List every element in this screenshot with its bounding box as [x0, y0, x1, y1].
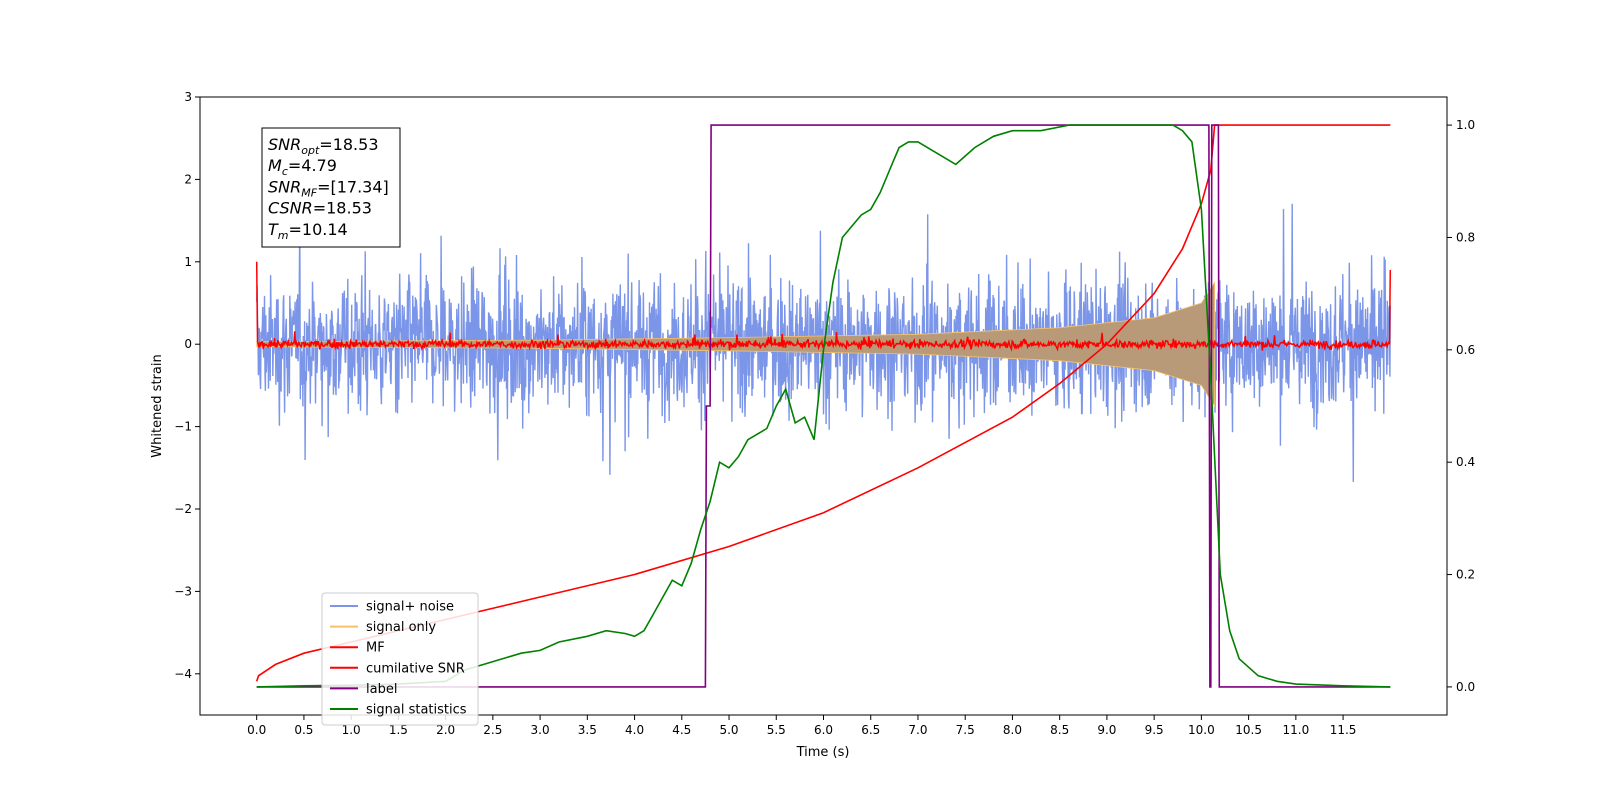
- y-tick-label: 2: [184, 172, 192, 186]
- series-label: [256, 124, 1391, 688]
- y-right-tick-label: 1.0: [1456, 118, 1475, 132]
- x-tick-label: 10.0: [1188, 723, 1215, 737]
- x-tick-label: 9.0: [1097, 723, 1116, 737]
- x-tick-label: 4.0: [625, 723, 644, 737]
- x-tick-label: 2.5: [483, 723, 502, 737]
- y-tick-label: −4: [174, 667, 192, 681]
- x-tick-label: 0.0: [247, 723, 266, 737]
- legend-frame: [321, 592, 479, 726]
- x-tick-label: 6.0: [814, 723, 833, 737]
- series-signal-statistics: [256, 124, 1391, 688]
- x-tick-label: 1.0: [342, 723, 361, 737]
- x-tick-label: 11.0: [1282, 723, 1309, 737]
- x-tick-label: 7.0: [908, 723, 927, 737]
- stats-line: SNRMF=[17.34]: [268, 177, 389, 199]
- x-axis-label: Time (s): [796, 745, 850, 760]
- x-tick-label: 5.5: [767, 723, 786, 737]
- legend: signal+ noise signal only MF cumilative SNR…: [321, 592, 479, 726]
- legend-label: signal statistics: [366, 703, 467, 718]
- legend-label: label: [366, 682, 397, 697]
- y-right-tick-label: 0.8: [1456, 230, 1475, 244]
- x-tick-label: 10.5: [1235, 723, 1262, 737]
- plot-area: [255, 124, 1392, 688]
- x-tick-label: 2.0: [436, 723, 455, 737]
- stats-box-frame: [261, 127, 401, 248]
- y-axis-label: Whitened strain: [150, 354, 165, 457]
- x-tick-label: 6.5: [861, 723, 880, 737]
- stats-box: SNRopt=18.53Mc=4.79SNRMF=[17.34]CSNR=18.…: [261, 127, 401, 248]
- legend-label: signal+ noise: [366, 600, 454, 615]
- legend-label: cumilative SNR: [366, 661, 465, 676]
- y-right-tick-label: 0.4: [1456, 455, 1475, 469]
- x-tick-label: 4.5: [672, 723, 691, 737]
- legend-label: signal only: [366, 620, 436, 635]
- x-tick-label: 7.5: [956, 723, 975, 737]
- x-tick-label: 3.0: [531, 723, 550, 737]
- x-tick-label: 11.5: [1330, 723, 1357, 737]
- x-tick-label: 3.5: [578, 723, 597, 737]
- y-tick-label: −2: [174, 502, 192, 516]
- y-tick-label: 0: [184, 337, 192, 351]
- x-tick-label: 0.5: [294, 723, 313, 737]
- stats-line: Tm=10.14: [268, 220, 348, 242]
- stats-line: CSNR=18.53: [268, 199, 372, 218]
- y-tick-label: 3: [184, 90, 192, 104]
- legend-label: MF: [366, 641, 385, 656]
- x-tick-label: 8.5: [1050, 723, 1069, 737]
- y-right-tick-label: 0.6: [1456, 343, 1475, 357]
- y-tick-label: −3: [174, 584, 192, 598]
- axes: 0.0 0.5 1.0 1.5 2.0 2.5 3.0 3.5 4.0 4.5 5.0 5.5 6.0 6…: [174, 90, 1475, 737]
- x-tick-label: 1.5: [389, 723, 408, 737]
- y-right-tick-label: 0.0: [1456, 680, 1475, 694]
- stats-line: SNRopt=18.53: [268, 135, 379, 157]
- x-tick-label: 9.5: [1145, 723, 1164, 737]
- y-tick-label: −1: [174, 420, 192, 434]
- stats-line: Mc=4.79: [268, 156, 337, 178]
- x-tick-label: 8.0: [1003, 723, 1022, 737]
- x-tick-label: 5.0: [719, 723, 738, 737]
- y-right-tick-label: 0.2: [1456, 568, 1475, 582]
- y-tick-label: 1: [184, 255, 192, 269]
